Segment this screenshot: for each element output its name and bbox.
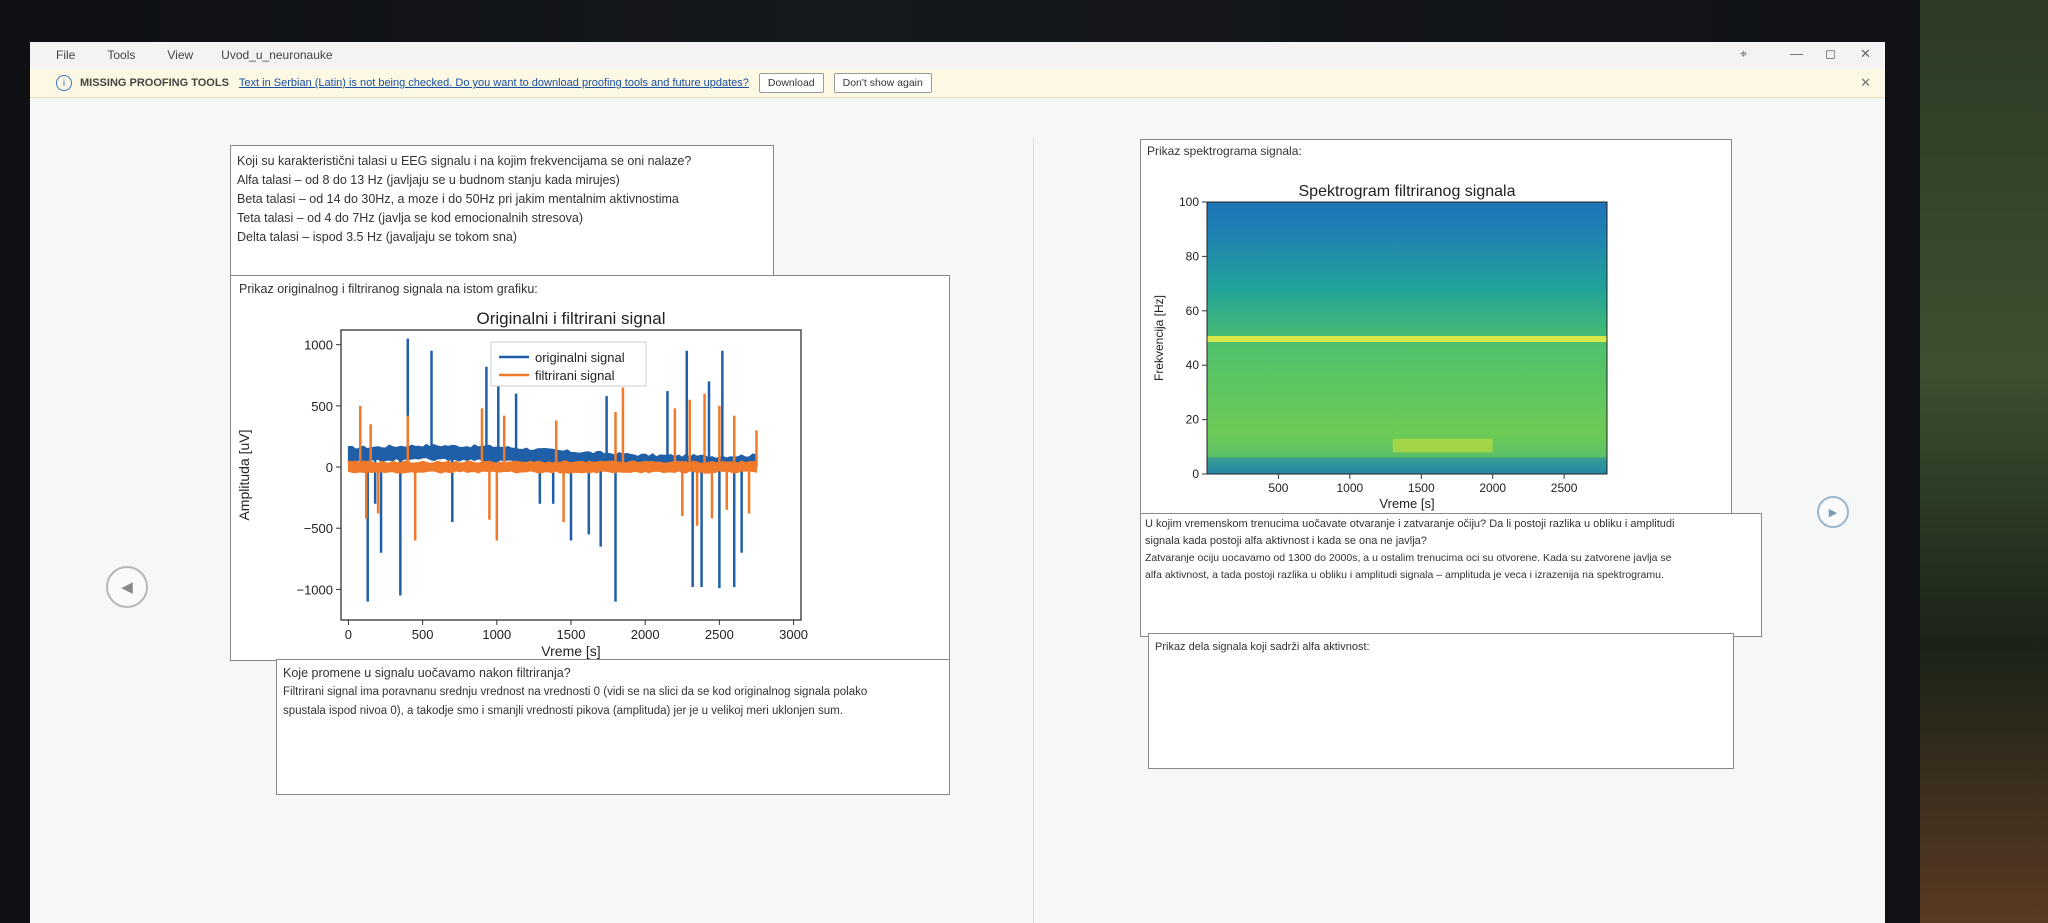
document-title: Uvod_u_neuronauke (221, 48, 333, 62)
x-tick-label: 0 (345, 627, 352, 642)
chart-title: Originalni i filtrirani signal (477, 309, 666, 328)
alpha-section-cell[interactable]: Prikaz dela signala koji sadrži alfa akt… (1148, 633, 1734, 769)
answer1-line: Beta talasi – od 14 do 30Hz, a moze i do… (237, 192, 679, 206)
x-tick-label: 2000 (1479, 481, 1506, 495)
x-tick-label: 1500 (1408, 481, 1435, 495)
question3-cell[interactable]: U kojim vremenskom trenucima uočavate ot… (1140, 513, 1762, 637)
menu-tools[interactable]: Tools (107, 48, 136, 62)
alpha-activity-region (1392, 438, 1493, 453)
x-tick-label: 1000 (482, 627, 511, 642)
x-axis-label: Vreme [s] (541, 643, 600, 659)
plot-frame (340, 329, 802, 621)
y-tick-label: 80 (1186, 249, 1200, 263)
menu-bar: File Tools View Uvod_u_neuronauke ⌖ — ◻ … (30, 42, 1885, 68)
next-slide-button[interactable]: ▶ (1817, 496, 1849, 528)
y-axis-label: Amplituda [uV] (236, 429, 252, 520)
download-button[interactable]: Download (758, 73, 824, 93)
x-axis-label: Vreme [s] (1379, 496, 1434, 511)
column-divider (1033, 137, 1034, 923)
infobar-close-icon[interactable]: ✕ (1860, 75, 1871, 90)
x-tick-label: 3000 (779, 627, 808, 642)
question3-line: signala kada postoji alfa aktivnost i ka… (1145, 535, 1427, 547)
chevron-left-icon: ◀ (121, 579, 133, 596)
y-tick-label: 60 (1186, 304, 1200, 318)
x-tick-label: 2500 (705, 627, 734, 642)
y-tick-label: 0 (1192, 467, 1199, 481)
minimize-icon[interactable]: — (1790, 46, 1803, 61)
y-tick-label: 20 (1186, 413, 1200, 427)
plot-frame (1206, 201, 1608, 475)
legend-label: originalni signal (535, 350, 625, 365)
alpha-caption: Prikaz dela signala koji sadrži alfa akt… (1155, 641, 1370, 653)
infobar-title: MISSING PROOFING TOOLS (80, 77, 229, 89)
series-filtered (347, 387, 758, 541)
answer1-line: Alfa talasi – od 8 do 13 Hz (javljaju se… (237, 173, 620, 187)
chart-title: Spektrogram filtriranog signala (1299, 183, 1516, 200)
legend: originalni signal filtrirani signal (490, 341, 647, 387)
signal-plot: Originalni i filtrirani signal 0 500 1000 15… (236, 309, 808, 659)
answer2-line: spustala ispod nivoa 0), a takodje smo i… (283, 705, 843, 717)
maximize-icon[interactable]: ◻ (1825, 46, 1836, 61)
answer1-line: Teta talasi – od 4 do 7Hz (javlja se kod… (237, 211, 584, 225)
y-tick-label: 500 (311, 399, 333, 414)
plot-cell[interactable]: Prikaz originalnog i filtriranog signala… (230, 275, 950, 661)
app-window: File Tools View Uvod_u_neuronauke ⌖ — ◻ … (30, 42, 1885, 923)
y-tick-label: 0 (326, 460, 333, 475)
signal-band (347, 460, 757, 474)
pin-icon[interactable]: ⌖ (1740, 46, 1748, 61)
dont-show-again-button[interactable]: Don't show again (833, 73, 932, 93)
proofing-infobar: i MISSING PROOFING TOOLS Text in Serbian… (30, 69, 1885, 98)
y-tick-label: 100 (1179, 195, 1199, 209)
low-frequency-band (1207, 457, 1607, 474)
chevron-right-icon: ▶ (1828, 506, 1838, 519)
question3-line: U kojim vremenskom trenucima uočavate ot… (1145, 518, 1675, 530)
x-tick-label: 500 (1268, 481, 1288, 495)
x-tick-label: 500 (412, 627, 434, 642)
y-tick-label: −500 (304, 521, 333, 536)
menu-file[interactable]: File (56, 48, 76, 62)
y-tick-label: 1000 (304, 338, 333, 353)
previous-slide-button[interactable]: ◀ (106, 566, 148, 608)
x-tick-label: 1500 (557, 627, 586, 642)
spectrogram-cell[interactable]: Prikaz spektrograma signala: Spektrogram… (1140, 139, 1732, 515)
y-tick-label: −1000 (296, 582, 333, 597)
question1-line: Koji su karakteristični talasi u EEG sig… (237, 154, 692, 168)
answer3-line: alfa aktivnost, a tada postoji razlika u… (1145, 569, 1664, 581)
answer2-line: Filtrirani signal ima poravnanu srednju … (283, 686, 868, 698)
y-tick-label: 40 (1186, 358, 1200, 372)
answer1-line: Delta talasi – ispod 3.5 Hz (javaljaju s… (237, 230, 517, 244)
plot-caption: Prikaz originalnog i filtriranog signala… (239, 282, 538, 296)
info-icon: i (56, 75, 72, 91)
question2-line: Koje promene u signalu uočavamo nakon fi… (283, 666, 571, 680)
question2-cell[interactable]: Koje promene u signalu uočavamo nakon fi… (276, 659, 950, 795)
question1-cell[interactable]: Koji su karakteristični talasi u EEG sig… (230, 145, 774, 283)
y-axis-label: Frekvencija [Hz] (1152, 295, 1166, 381)
infobar-message-link[interactable]: Text in Serbian (Latin) is not being che… (238, 77, 749, 89)
menu-view[interactable]: View (167, 48, 194, 62)
close-icon[interactable]: ✕ (1860, 46, 1871, 61)
answer3-line: Zatvaranje ociju uocavamo od 1300 do 200… (1145, 552, 1672, 564)
line-noise-band (1207, 336, 1607, 342)
legend-label: filtrirani signal (535, 368, 615, 383)
spectrogram-caption: Prikaz spektrograma signala: (1147, 144, 1302, 158)
x-tick-label: 1000 (1337, 481, 1364, 495)
legend-box (490, 341, 647, 387)
background-scene (1920, 0, 2048, 923)
x-tick-label: 2500 (1551, 481, 1578, 495)
x-tick-label: 2000 (631, 627, 660, 642)
